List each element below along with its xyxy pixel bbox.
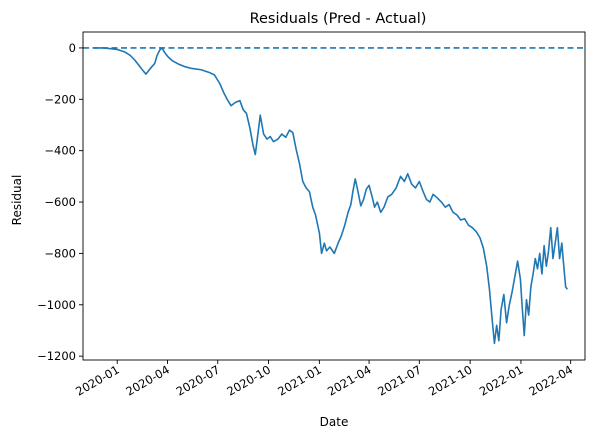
x-tick-label: 2022-01 [477,362,526,398]
x-tick-label: 2021-04 [325,362,374,398]
y-tick-label: −400 [44,144,76,158]
y-tick-label: −600 [44,195,76,209]
plot-frame [82,31,586,361]
y-tick-label: 0 [69,41,76,55]
y-tick-label: −800 [44,246,76,260]
x-tick-label: 2022-04 [527,362,576,398]
x-tick-label: 2021-07 [375,362,424,398]
x-tick-label: 2021-01 [275,362,324,398]
y-tick-label: −1200 [37,349,76,363]
y-tick-label: −200 [44,92,76,106]
x-tick-label: 2020-10 [224,362,273,398]
y-tick-label: −1000 [37,298,76,312]
x-tick-label: 2020-04 [123,362,172,398]
x-axis-label: Date [320,415,349,429]
y-axis-label: Residual [10,175,24,226]
x-tick-label: 2020-01 [73,362,122,398]
chart-title: Residuals (Pred - Actual) [250,11,427,27]
x-tick-label: 2020-07 [174,362,223,398]
x-tick-label: 2021-10 [426,362,475,398]
residual-series-line [94,47,569,345]
